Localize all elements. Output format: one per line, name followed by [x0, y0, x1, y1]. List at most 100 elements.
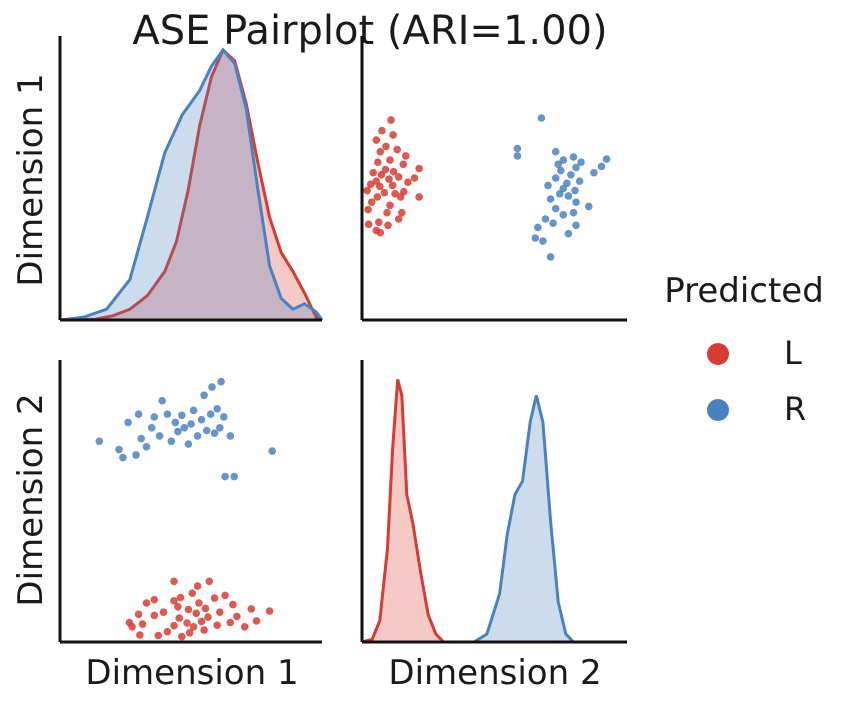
scatter-point-l — [389, 131, 397, 139]
scatter-point-r — [590, 168, 598, 177]
scatter-point-l — [415, 193, 423, 201]
scatter-point-r — [184, 440, 193, 448]
scatter-point-r — [546, 195, 555, 203]
scatter-point-r — [187, 420, 195, 428]
scatter-point-r — [572, 163, 580, 172]
scatter-point-r — [572, 198, 580, 206]
scatter-point-l — [176, 593, 185, 602]
scatter-point-l — [175, 614, 183, 622]
scatter-point-r — [268, 447, 277, 455]
scatter-point-l — [388, 181, 397, 190]
scatter-point-r — [197, 415, 206, 424]
scatter-point-l — [373, 193, 382, 201]
scatter-point-l — [128, 623, 136, 631]
scatter-point-r — [559, 156, 568, 164]
scatter-point-r — [213, 405, 221, 413]
scatter-point-r — [544, 181, 552, 190]
xlabel-col1: Dimension 1 — [85, 653, 298, 693]
panel-dim1-vs-dim2-scatter — [58, 360, 322, 644]
scatter-point-r — [551, 174, 560, 182]
legend: Predicted L R — [664, 271, 824, 428]
scatter-point-l — [240, 623, 249, 631]
scatter-point-l — [380, 188, 389, 197]
legend-marker-l — [707, 343, 729, 365]
scatter-point-l — [150, 595, 159, 604]
scatter-point-r — [602, 155, 611, 163]
scatter-point-l — [205, 577, 214, 586]
scatter-point-r — [155, 432, 164, 440]
scatter-point-r — [571, 186, 579, 195]
scatter-point-r — [193, 432, 202, 440]
legend-marker-r — [707, 399, 729, 421]
scatter-point-l — [372, 177, 381, 185]
scatter-point-l — [197, 617, 206, 626]
scatter-point-r — [202, 426, 211, 435]
scatter-point-r — [575, 177, 584, 185]
scatter-point-r — [564, 229, 573, 238]
scatter-point-l — [213, 621, 221, 629]
panel-dim2-kde — [360, 360, 627, 644]
scatter-point-r — [180, 424, 189, 432]
scatter-point-l — [185, 629, 194, 637]
scatter-point-l — [399, 160, 408, 169]
scatter-point-r — [217, 377, 225, 386]
scatter-point-r — [537, 114, 546, 122]
scatter-point-r — [554, 160, 562, 169]
kde-fill-l — [362, 379, 627, 642]
scatter-point-r — [158, 396, 166, 405]
scatter-point-l — [150, 611, 159, 620]
scatter-point-l — [383, 208, 391, 217]
scatter-point-r — [555, 190, 564, 198]
scatter-point-l — [384, 221, 392, 230]
scatter-point-l — [138, 620, 147, 628]
scatter-point-l — [178, 632, 186, 641]
scatter-point-r — [597, 162, 606, 171]
panel-dim1-kde — [58, 36, 324, 322]
scatter-point-l — [221, 591, 229, 600]
scatter-point-r — [134, 410, 143, 419]
scatter-point-l — [170, 577, 178, 586]
scatter-point-l — [394, 215, 403, 223]
scatter-point-l — [402, 152, 410, 160]
scatter-point-r — [220, 413, 228, 421]
scatter-point-r — [174, 427, 182, 436]
scatter-point-l — [210, 594, 219, 602]
scatter-point-l — [377, 171, 386, 179]
scatter-point-r — [147, 424, 156, 432]
scatter-point-l — [393, 145, 402, 154]
scatter-point-l — [389, 167, 398, 176]
scatter-point-l — [364, 205, 372, 214]
scatter-point-l — [142, 599, 151, 607]
scatter-point-l — [363, 186, 371, 195]
scatter-point-l — [170, 597, 178, 605]
scatter-point-l — [247, 605, 256, 613]
scatter-point-r — [572, 221, 580, 230]
legend-label-l: L — [784, 334, 802, 372]
scatter-point-r — [119, 453, 127, 462]
scatter-point-r — [569, 153, 578, 161]
scatter-point-r — [513, 144, 522, 153]
kde-line-l — [361, 379, 627, 644]
scatter-point-l — [398, 208, 406, 217]
kde-line-r — [362, 395, 627, 644]
scatter-point-l — [200, 626, 208, 634]
scatter-point-l — [204, 613, 212, 621]
scatter-point-l — [195, 599, 203, 607]
scatter-point-r — [567, 171, 575, 179]
scatter-point-l — [367, 198, 376, 206]
scatter-point-r — [137, 434, 145, 443]
scatter-point-l — [192, 609, 200, 618]
scatter-point-l — [387, 116, 395, 124]
scatter-point-l — [382, 142, 390, 151]
scatter-point-l — [154, 631, 163, 640]
scatter-point-l — [189, 623, 198, 631]
scatter-point-r — [115, 445, 123, 454]
scatter-point-l — [369, 168, 378, 177]
scatter-point-r — [549, 219, 557, 227]
scatter-point-l — [378, 126, 386, 135]
scatter-point-l — [136, 631, 144, 639]
scatter-point-r — [531, 234, 540, 242]
scatter-point-l — [216, 608, 224, 616]
scatter-point-l — [201, 604, 210, 613]
